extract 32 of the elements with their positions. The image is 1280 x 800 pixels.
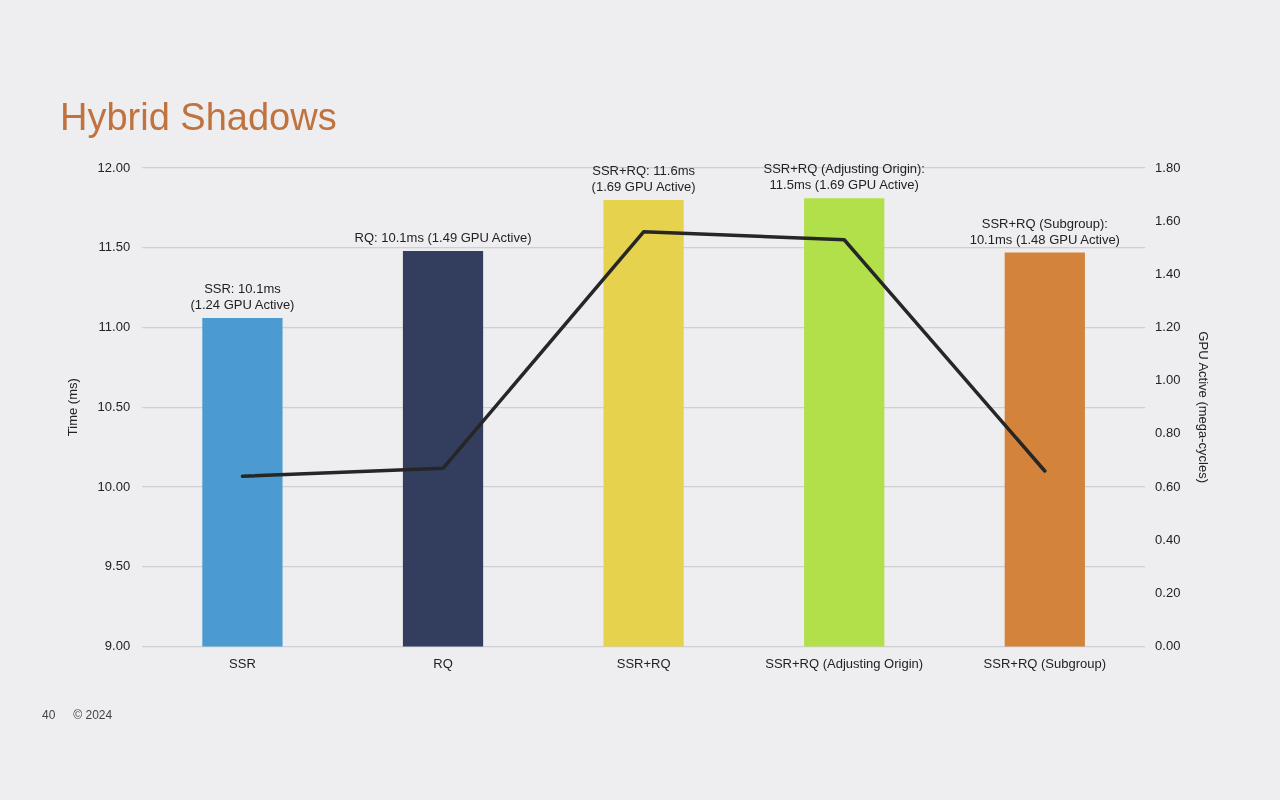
y2-tick-label: 0.40: [1155, 531, 1181, 547]
y2-axis-title: GPU Active (mega-cycles): [1195, 331, 1211, 484]
y-tick-label: 10.50: [97, 398, 131, 414]
data-label: SSR: 10.1ms (1.24 GPU Active): [190, 280, 295, 312]
y2-tick-label: 1.60: [1155, 212, 1181, 228]
y2-tick-label: 0.00: [1155, 637, 1181, 653]
y-axis-title: Time (ms): [65, 378, 81, 437]
chart-title: Hybrid Shadows: [60, 96, 337, 138]
y-tick-label: 11.50: [98, 239, 131, 255]
data-label: RQ: 10.1ms (1.49 GPU Active): [354, 230, 532, 245]
text: 40: [42, 708, 56, 722]
y2-tick-label: 0.20: [1155, 584, 1181, 600]
y2-tick-label: 1.20: [1155, 319, 1181, 335]
y-tick-label: 9.50: [104, 558, 131, 574]
x-tick-label: RQ: [433, 655, 453, 671]
text: © 2024: [73, 708, 113, 722]
x-tick-label: SSR+RQ: [616, 655, 671, 671]
data-label: SSR+RQ: 11.6ms (1.69 GPU Active): [591, 162, 696, 194]
y2-tick-label: 1.80: [1155, 159, 1181, 175]
y-tick-label: 12.00: [97, 159, 131, 175]
y2-tick-label: 0.60: [1155, 478, 1181, 494]
y2-tick-label: 0.80: [1155, 425, 1181, 441]
y-tick-label: 11.00: [98, 319, 131, 335]
y2-tick-label: 1.40: [1155, 265, 1181, 281]
y-tick-label: 9.00: [104, 637, 131, 653]
data-label: SSR+RQ (Subgroup): 10.1ms (1.48 GPU Active): [969, 215, 1120, 247]
x-tick-label: SSR+RQ (Subgroup): [983, 655, 1107, 671]
x-tick-label: SSR+RQ (Adjusting Origin): [765, 655, 924, 671]
y-tick-label: 10.00: [97, 478, 131, 494]
x-tick-label: SSR: [229, 655, 256, 671]
data-label: SSR+RQ (Adjusting Origin): 11.5ms (1.69 GPU Active): [763, 161, 925, 193]
y2-tick-label: 1.00: [1155, 372, 1181, 388]
